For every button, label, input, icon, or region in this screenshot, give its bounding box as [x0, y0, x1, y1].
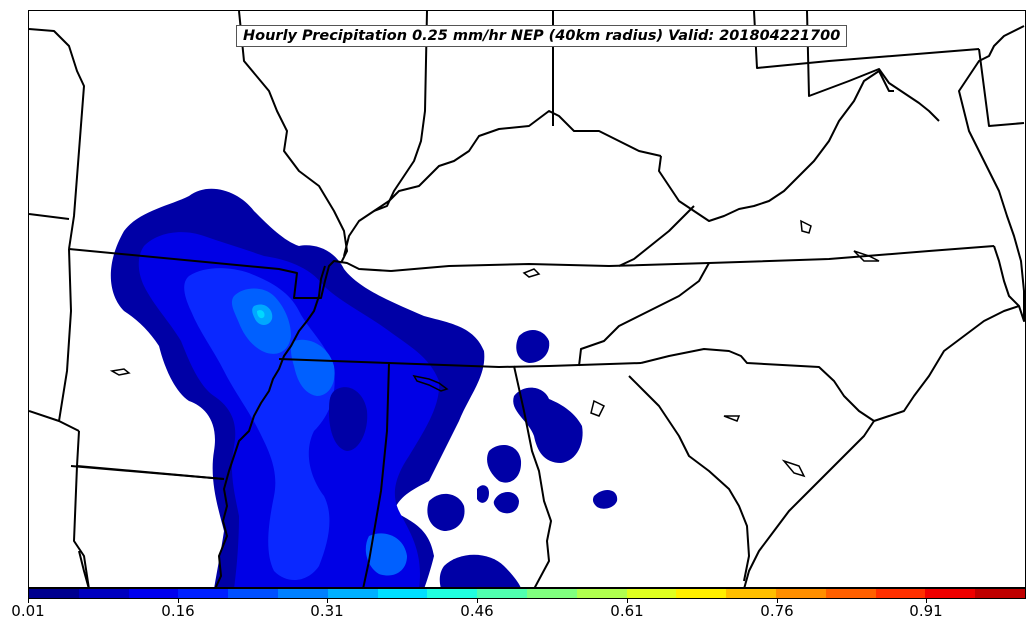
colorbar-segment	[875, 589, 926, 598]
border-md-de	[978, 48, 1025, 127]
border-nc-sc	[640, 348, 875, 422]
precip-cell-8	[439, 554, 521, 587]
mississippi-river	[214, 265, 326, 587]
map-title: Hourly Precipitation 0.25 mm/hr NEP (40k…	[236, 25, 848, 47]
colorbar-tick-label: 0.01	[11, 602, 45, 620]
colorbar-segment	[825, 589, 876, 598]
colorbar-segment	[925, 589, 976, 598]
map-panel: Hourly Precipitation 0.25 mm/hr NEP (40k…	[28, 10, 1026, 588]
precip-level-1-hole	[329, 387, 368, 451]
colorbar-tick-label: 0.31	[310, 602, 344, 620]
colorbar-segment	[277, 589, 328, 598]
precip-cell-6	[592, 489, 618, 509]
coast-sc	[743, 420, 875, 587]
colorbar-segment	[676, 589, 727, 598]
colorbar-segment	[526, 589, 577, 598]
border-ohio-river	[373, 110, 662, 212]
coast-va	[958, 25, 1025, 322]
colorbar-tick	[777, 598, 778, 603]
lake-5	[590, 399, 606, 417]
border-il-in-2	[343, 11, 428, 257]
border-ga-sc	[628, 375, 750, 582]
border-ar-la	[70, 465, 225, 480]
border-ok-tx	[29, 410, 225, 480]
precip-cell-3	[487, 445, 522, 483]
colorbar	[28, 588, 1026, 599]
colorbar-tick	[926, 598, 927, 603]
precip-cell-5	[477, 485, 489, 503]
colorbar-segment	[228, 589, 278, 598]
precip-level-4b	[290, 339, 335, 396]
colorbar-segment	[775, 589, 826, 598]
border-wv-va	[806, 11, 940, 122]
colorbar-tick-label: 0.16	[161, 602, 195, 620]
border-ks-mo	[29, 213, 70, 220]
lake-7	[800, 219, 812, 234]
lake-2	[109, 368, 131, 376]
lake-3	[723, 415, 741, 422]
border-tx-la	[73, 465, 90, 587]
colorbar-segment	[377, 589, 428, 598]
coast-tx-la	[78, 550, 90, 587]
border-al-ga	[513, 365, 552, 587]
border-ms-al	[362, 362, 390, 587]
precip-cell-2	[513, 387, 583, 463]
border-tn-nc-va	[578, 262, 710, 367]
border-ok-ar	[58, 248, 80, 432]
lake-8	[853, 250, 880, 262]
border-il-in	[238, 11, 348, 264]
precip-cell-7	[427, 493, 465, 531]
colorbar-segment	[975, 589, 1025, 598]
colorbar-segment	[626, 589, 677, 598]
colorbar-segment	[78, 589, 129, 598]
lake-1	[412, 374, 449, 392]
colorbar-tick	[627, 598, 628, 603]
coast-sc-nc	[873, 305, 1020, 422]
lake-6	[522, 268, 541, 278]
precip-level-2b	[321, 470, 350, 503]
lake-4	[781, 459, 806, 478]
colorbar-segment	[427, 589, 478, 598]
precip-cell-4	[493, 492, 519, 514]
water-features	[109, 219, 880, 478]
colorbar-segment	[178, 589, 229, 598]
colorbar-segment	[128, 589, 179, 598]
state-borders	[29, 11, 1025, 587]
colorbar-segment	[477, 589, 527, 598]
precip-cell-1	[516, 329, 550, 363]
border-ky-wv-va	[658, 70, 894, 222]
border-ky-tn	[390, 245, 995, 272]
colorbar-segment	[576, 589, 627, 598]
colorbar-segment	[327, 589, 378, 598]
colorbar-tick	[28, 598, 29, 603]
colorbar-tick	[477, 598, 478, 603]
colorbar-segment	[726, 589, 776, 598]
map-canvas	[29, 11, 1025, 587]
precip-level-6	[257, 310, 265, 319]
precip-field	[110, 188, 618, 587]
precip-level-4c	[365, 533, 407, 576]
border-ky-va	[618, 205, 695, 267]
colorbar-tick	[327, 598, 328, 603]
border-ne-mo	[29, 28, 85, 250]
border-mo-ar-north	[68, 248, 392, 299]
colorbar-tick	[178, 598, 179, 603]
colorbar-tick-label: 0.61	[610, 602, 644, 620]
colorbar-tick-label: 0.46	[460, 602, 494, 620]
colorbar-segment	[29, 589, 79, 598]
colorbar-tick-label: 0.91	[909, 602, 943, 620]
colorbar-tick-label: 0.76	[760, 602, 794, 620]
